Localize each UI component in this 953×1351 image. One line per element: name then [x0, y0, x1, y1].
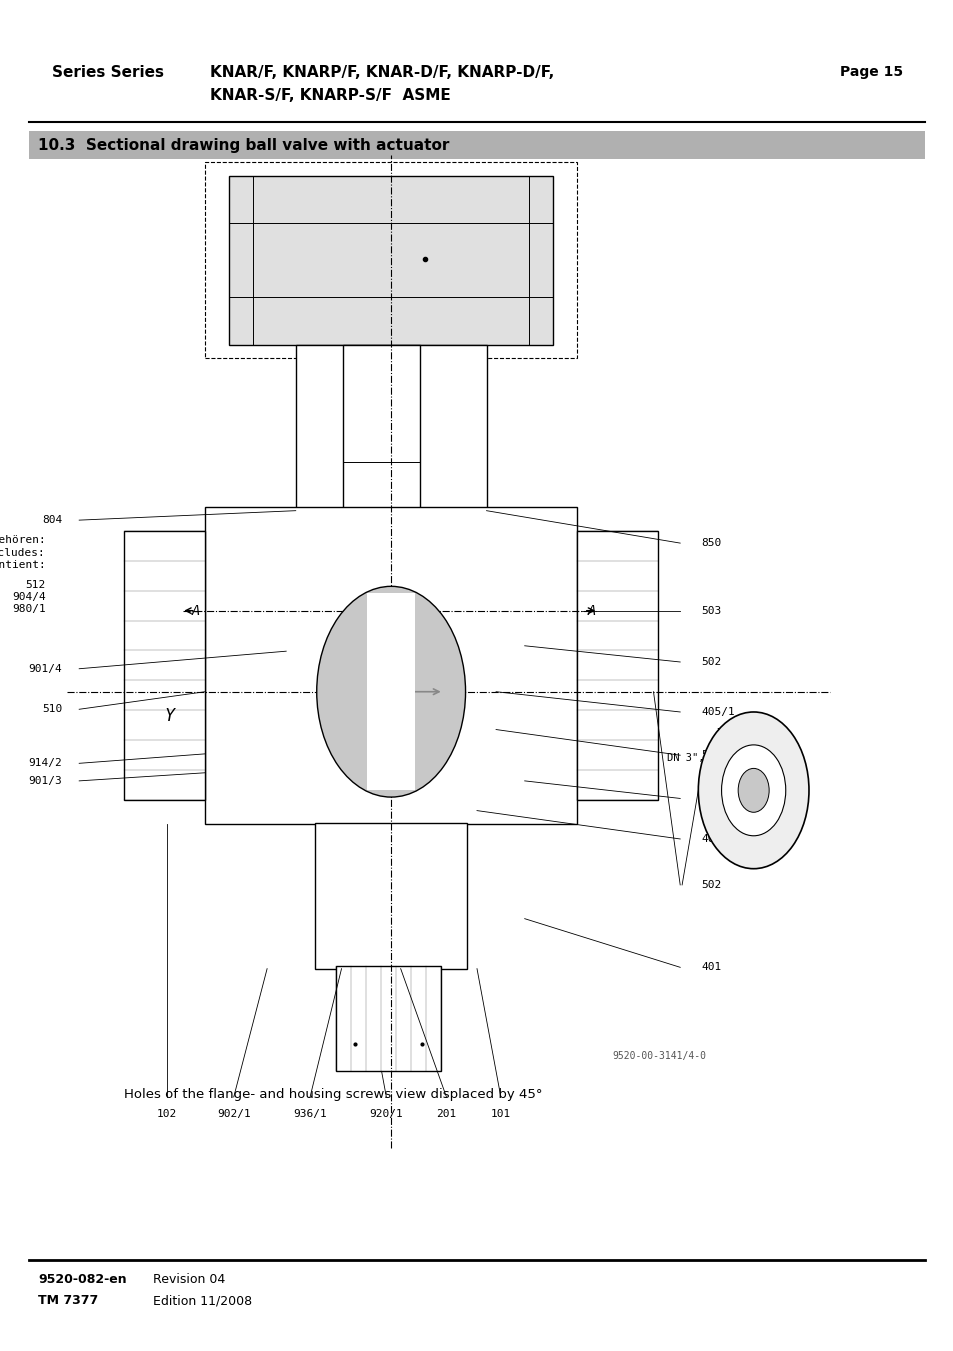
Circle shape	[316, 586, 465, 797]
Text: 401: 401	[700, 962, 720, 973]
Text: 902/1: 902/1	[216, 1109, 251, 1119]
Text: 101: 101	[490, 1109, 511, 1119]
Text: 512: 512	[26, 580, 46, 590]
Text: contient:: contient:	[0, 559, 46, 570]
Bar	[343, 345, 419, 597]
Text: 503: 503	[700, 605, 720, 616]
Circle shape	[720, 744, 785, 836]
Text: includes:: includes:	[0, 547, 46, 558]
Text: 804: 804	[42, 515, 62, 526]
Bar	[295, 345, 486, 516]
Text: 936/1: 936/1	[293, 1109, 327, 1119]
Text: 510: 510	[42, 704, 62, 715]
Text: Edition 11/2008: Edition 11/2008	[152, 1294, 252, 1308]
Text: KNAR/F, KNARP/F, KNAR-D/F, KNARP-D/F,: KNAR/F, KNARP/F, KNAR-D/F, KNARP-D/F,	[210, 65, 554, 80]
Text: 403: 403	[700, 834, 720, 844]
Text: 405/1: 405/1	[700, 707, 734, 717]
Bar	[205, 162, 577, 358]
Text: 102: 102	[156, 1109, 177, 1119]
Text: Holes of the flange- and housing screws view displaced by 45°: Holes of the flange- and housing screws …	[124, 1088, 542, 1101]
Text: 9520-00-3141/4-0: 9520-00-3141/4-0	[611, 1051, 705, 1061]
Text: 502: 502	[700, 657, 720, 667]
Bar	[29, 131, 924, 159]
Text: 9520-082-en: 9520-082-en	[38, 1273, 127, 1286]
Text: TM 7377: TM 7377	[38, 1294, 98, 1308]
Text: 502: 502	[700, 880, 720, 890]
Text: Page 15: Page 15	[839, 65, 902, 78]
Text: 904/4: 904/4	[12, 592, 46, 603]
Text: A: A	[192, 604, 199, 617]
Text: Series Series: Series Series	[52, 65, 164, 80]
Text: Y: Y	[715, 727, 724, 746]
Text: Y: Y	[165, 707, 174, 725]
Text: 10.3  Sectional drawing ball valve with actuator: 10.3 Sectional drawing ball valve with a…	[38, 138, 449, 153]
Text: 901/4: 901/4	[29, 663, 62, 674]
Text: 526: 526	[700, 793, 720, 804]
Circle shape	[738, 769, 768, 812]
Bar	[205, 507, 577, 824]
Text: Revision 04: Revision 04	[152, 1273, 225, 1286]
Circle shape	[698, 712, 808, 869]
Text: 850: 850	[700, 538, 720, 549]
Bar	[314, 823, 467, 969]
Text: 980/1: 980/1	[12, 604, 46, 615]
Bar	[577, 531, 658, 800]
Text: A: A	[587, 604, 595, 617]
Text: 914/2: 914/2	[29, 758, 62, 769]
Bar	[367, 593, 415, 790]
Text: 557: 557	[700, 750, 720, 761]
Text: 201: 201	[436, 1109, 456, 1119]
Text: 901/3: 901/3	[29, 775, 62, 786]
Bar	[124, 531, 205, 800]
Text: 920/1: 920/1	[369, 1109, 403, 1119]
Bar	[335, 966, 440, 1071]
Text: KNAR-S/F, KNARP-S/F  ASME: KNAR-S/F, KNARP-S/F ASME	[210, 88, 450, 103]
Text: DN 3", 4", 6", 8": DN 3", 4", 6", 8"	[666, 753, 773, 762]
Text: dazu gehören:: dazu gehören:	[0, 535, 46, 546]
Bar	[229, 176, 553, 345]
